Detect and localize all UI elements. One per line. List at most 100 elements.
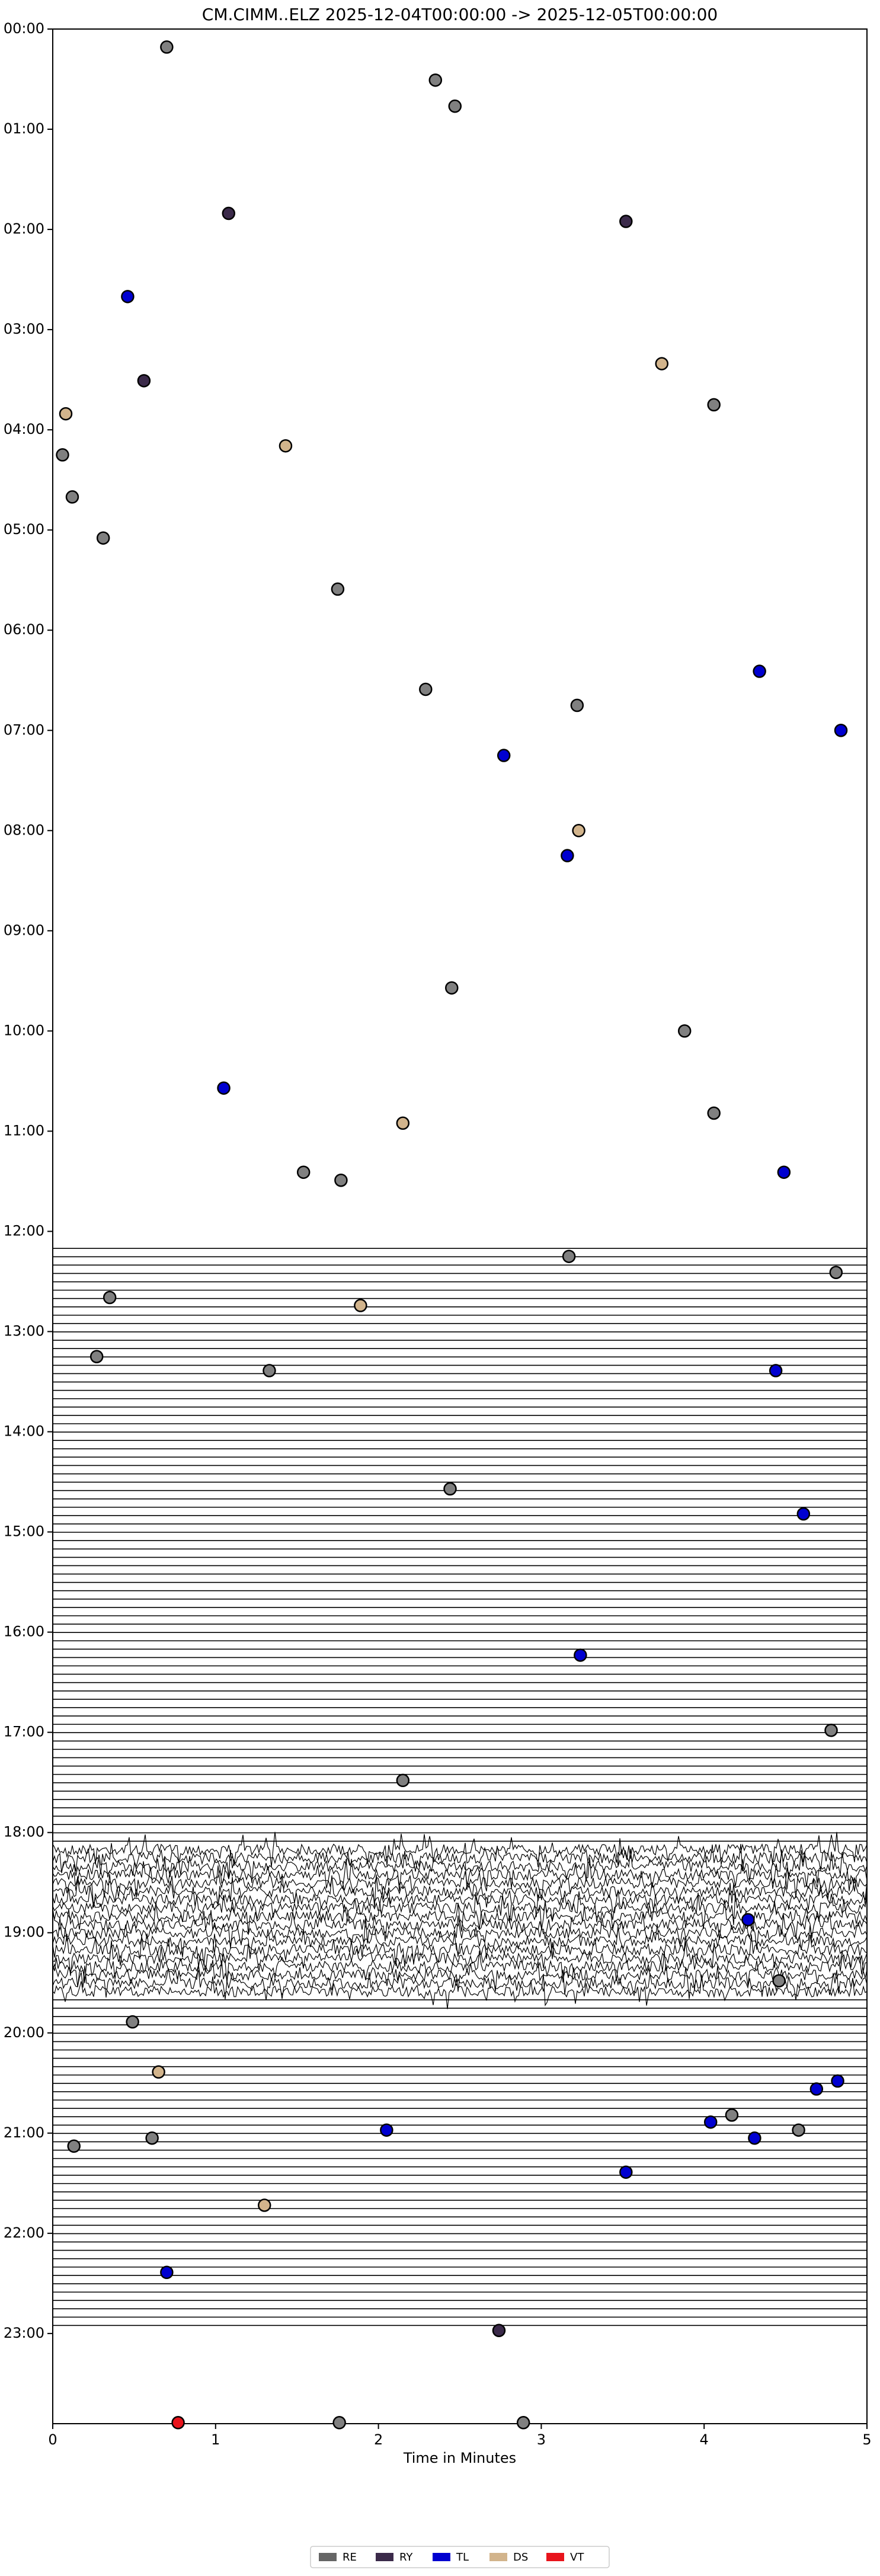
event-marker	[572, 824, 585, 838]
event-marker	[160, 2265, 174, 2280]
event-marker	[56, 448, 69, 462]
event-marker	[562, 1249, 576, 1263]
event-marker	[792, 2123, 805, 2137]
event-marker	[574, 1648, 587, 1662]
legend-swatch	[319, 2553, 337, 2561]
y-tick-label: 14:00	[4, 1423, 44, 1440]
event-marker	[296, 1165, 311, 1179]
event-marker	[703, 2115, 718, 2129]
event-marker	[561, 849, 574, 862]
event-marker	[380, 2123, 393, 2137]
event-marker	[217, 1081, 231, 1095]
y-tick-label: 10:00	[4, 1022, 44, 1038]
event-marker	[428, 73, 443, 87]
y-tick-label: 22:00	[4, 2225, 44, 2241]
y-tick-label: 06:00	[4, 621, 44, 638]
event-marker	[354, 1299, 367, 1312]
event-marker	[137, 374, 151, 388]
y-tick-label: 09:00	[4, 922, 44, 938]
trace	[52, 1832, 868, 1868]
event-marker	[619, 2165, 633, 2179]
event-marker	[834, 724, 848, 737]
event-marker	[396, 1773, 410, 1788]
y-tick-label: 23:00	[4, 2325, 44, 2341]
y-tick-label: 00:00	[4, 20, 44, 37]
legend-label: VT	[570, 2551, 584, 2564]
plot-frame	[52, 28, 868, 2424]
event-marker	[769, 1364, 783, 1378]
trace	[52, 1960, 868, 1992]
event-marker	[121, 290, 135, 303]
event-marker	[707, 1106, 721, 1120]
y-tick-label: 21:00	[4, 2124, 44, 2141]
legend-box	[310, 2546, 610, 2568]
x-axis-label: Time in Minutes	[403, 2450, 516, 2466]
event-marker	[96, 531, 110, 545]
y-tick-label: 11:00	[4, 1122, 44, 1139]
y-tick-label: 12:00	[4, 1222, 44, 1239]
y-tick-label: 15:00	[4, 1523, 44, 1540]
event-marker	[492, 2323, 506, 2338]
trace	[52, 1915, 868, 1950]
event-marker	[332, 2416, 346, 2430]
event-marker	[445, 981, 459, 995]
trace	[52, 1843, 868, 1874]
chart-title: CM.CIMM..ELZ 2025-12-04T00:00:00 -> 2025…	[202, 5, 718, 24]
legend-swatch	[546, 2553, 564, 2561]
event-marker	[829, 1265, 843, 1280]
y-tick-label: 16:00	[4, 1623, 44, 1640]
event-marker	[67, 2139, 81, 2153]
event-marker	[741, 1913, 755, 1926]
x-tick-label: 3	[537, 2431, 546, 2448]
event-marker	[257, 2198, 271, 2212]
event-marker	[89, 1350, 104, 1363]
event-marker	[497, 749, 511, 762]
event-marker	[126, 2015, 139, 2029]
legend-swatch	[376, 2553, 393, 2561]
legend-label: RY	[399, 2551, 413, 2564]
trace	[52, 1933, 868, 1968]
y-tick-label: 02:00	[4, 220, 44, 237]
event-marker	[396, 1116, 410, 1130]
y-tick-label: 19:00	[4, 1924, 44, 1941]
x-tick-label: 1	[211, 2431, 220, 2448]
event-marker	[570, 698, 584, 712]
event-marker	[65, 490, 79, 504]
y-tick-label: 18:00	[4, 1824, 44, 1840]
event-marker	[171, 2416, 185, 2430]
event-marker	[655, 357, 669, 370]
trace	[52, 1882, 868, 1917]
trace	[52, 1950, 868, 1983]
event-marker	[263, 1364, 276, 1378]
y-tick-label: 07:00	[4, 721, 44, 738]
event-marker	[443, 1482, 457, 1496]
y-tick-label: 03:00	[4, 321, 44, 337]
y-tick-label: 20:00	[4, 2024, 44, 2041]
event-marker	[777, 1165, 791, 1179]
event-marker	[619, 215, 633, 228]
event-marker	[516, 2416, 530, 2430]
y-tick-label: 08:00	[4, 822, 44, 838]
seismic-traces	[52, 1248, 868, 2326]
legend-label: RE	[343, 2551, 357, 2564]
trace	[52, 1858, 868, 1892]
event-marker	[809, 2082, 824, 2096]
x-tick-label: 2	[374, 2431, 383, 2448]
event-marker	[279, 439, 293, 453]
event-marker	[748, 2131, 761, 2145]
event-marker	[677, 1024, 692, 1038]
x-tick-label: 5	[862, 2431, 871, 2448]
trace	[52, 1965, 868, 2000]
event-marker	[222, 206, 236, 220]
event-marker	[419, 682, 433, 696]
legend-swatch	[489, 2553, 507, 2561]
y-tick-label: 13:00	[4, 1322, 44, 1339]
y-tick-label: 01:00	[4, 120, 44, 137]
legend-label: DS	[513, 2551, 528, 2564]
event-marker	[753, 664, 766, 678]
trace	[52, 1940, 868, 1976]
event-marker	[145, 2131, 159, 2145]
event-marker	[331, 582, 345, 596]
